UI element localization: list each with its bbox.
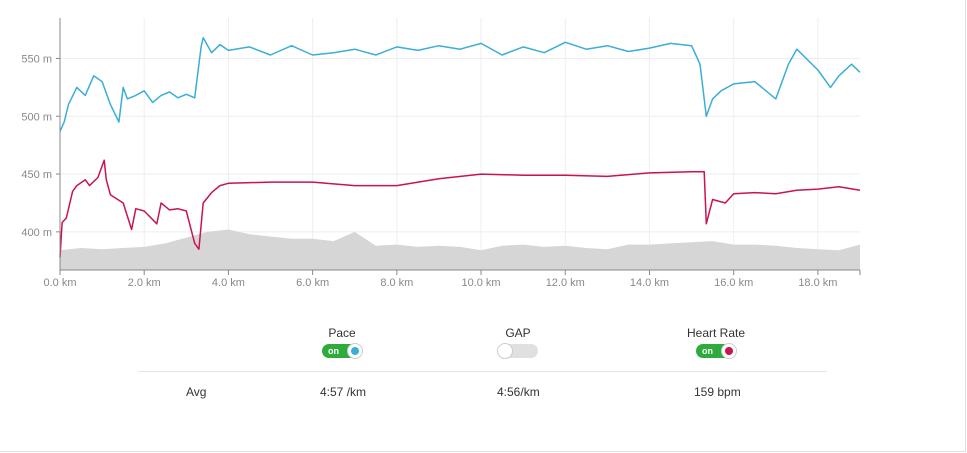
avg-pace-value: 4:57 /km bbox=[320, 385, 367, 399]
pace-hr-chart: 400 m 450 m 500 m 550 m 0.0 km 2.0 km 4.0 km 6.… bbox=[21, 18, 861, 289]
heart-rate-color-dot bbox=[725, 347, 733, 355]
x-tick-label: 16.0 km bbox=[714, 277, 753, 289]
x-tick-label: 0.0 km bbox=[43, 277, 76, 289]
legend-pace-title: Pace bbox=[328, 326, 356, 340]
x-tick-label: 8.0 km bbox=[380, 277, 413, 289]
x-tick-label: 2.0 km bbox=[128, 277, 161, 289]
legend-gap-title: GAP bbox=[505, 326, 531, 340]
legend-heart-rate: Heart Rate on bbox=[656, 326, 776, 363]
pace-line bbox=[59, 36, 861, 132]
x-tick-label: 12.0 km bbox=[546, 277, 585, 289]
heart-rate-toggle[interactable]: on bbox=[696, 343, 737, 359]
legend-pace: Pace on bbox=[282, 326, 402, 363]
elevation-area bbox=[60, 229, 860, 270]
x-tick-label: 10.0 km bbox=[461, 277, 500, 289]
avg-heart-rate-value: 159 bpm bbox=[694, 385, 741, 399]
avg-label: Avg bbox=[186, 385, 207, 399]
x-tick-label: 4.0 km bbox=[212, 277, 245, 289]
y-tick-label: 400 m bbox=[21, 227, 52, 239]
pace-toggle[interactable]: on bbox=[322, 343, 363, 359]
heart-rate-line bbox=[59, 159, 861, 258]
heart-rate-toggle-knob bbox=[721, 343, 737, 359]
pace-toggle-knob bbox=[347, 343, 363, 359]
y-tick-label: 500 m bbox=[21, 111, 52, 123]
x-tick-label: 18.0 km bbox=[798, 277, 837, 289]
legend-gap: GAP bbox=[458, 326, 578, 363]
x-tick-label: 14.0 km bbox=[630, 277, 669, 289]
pace-toggle-label: on bbox=[328, 346, 339, 356]
heart-rate-toggle-label: on bbox=[702, 346, 713, 356]
x-tick-label: 6.0 km bbox=[296, 277, 329, 289]
avg-gap-value: 4:56/km bbox=[497, 385, 540, 399]
y-tick-label: 450 m bbox=[21, 169, 52, 181]
y-tick-label: 550 m bbox=[21, 53, 52, 65]
pace-color-dot bbox=[351, 347, 359, 355]
gap-toggle-knob bbox=[497, 343, 513, 359]
stats-divider bbox=[138, 371, 827, 372]
legend-heart-rate-title: Heart Rate bbox=[686, 326, 746, 340]
gap-toggle[interactable] bbox=[497, 343, 538, 359]
